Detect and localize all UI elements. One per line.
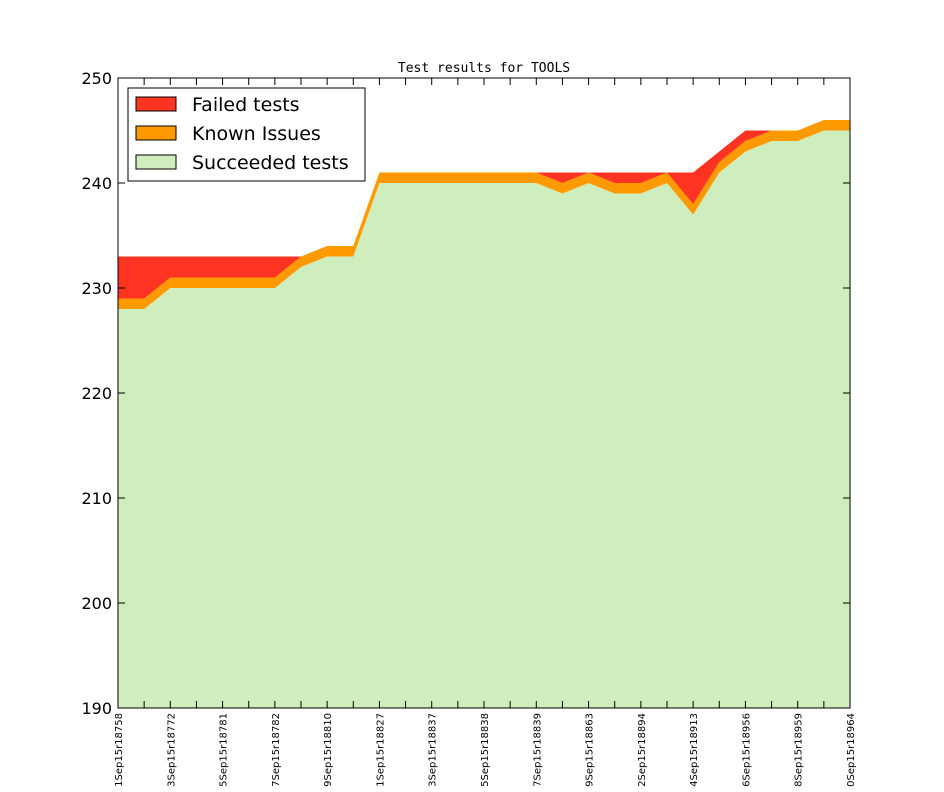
y-tick-label: 230: [81, 279, 112, 298]
x-tick-label: 9Sep15r18810: [323, 713, 334, 787]
x-tick-label: 0Sep15r18964: [846, 713, 857, 787]
x-tick-label: 2Sep15r18894: [637, 713, 648, 787]
legend-label: Failed tests: [192, 94, 300, 116]
chart-title: Test results for TOOLS: [398, 61, 570, 76]
y-tick-label: 210: [81, 489, 112, 508]
series-areas: [118, 120, 850, 708]
x-axis: 1Sep15r18758 3Sep15r18772 5Sep15r18781 7Sep…: [114, 78, 857, 787]
x-tick-label: 5Sep15r18838: [480, 713, 491, 787]
x-tick-label: 5Sep15r18781: [219, 713, 230, 787]
legend-swatch: [135, 154, 177, 170]
x-tick-label: 4Sep15r18913: [689, 713, 700, 787]
x-tick-label: 8Sep15r18959: [794, 713, 805, 787]
legend-label: Known Issues: [192, 123, 321, 145]
legend-swatch: [135, 125, 177, 141]
x-tick-label: 3Sep15r18837: [428, 713, 439, 787]
x-tick-label: 3Sep15r18772: [166, 713, 177, 787]
x-tick-label: 6Sep15r18956: [741, 713, 752, 787]
y-tick-label: 190: [81, 699, 112, 718]
y-axis: 190 200 210 220 230 240 250: [81, 69, 850, 718]
legend-label: Succeeded tests: [192, 152, 349, 174]
area-succeeded-tests: [118, 130, 850, 708]
x-tick-label: 1Sep15r18758: [114, 713, 125, 787]
legend: Failed tests Known Issues Succeeded tests: [127, 87, 366, 182]
area-known-issues: [118, 120, 850, 309]
y-tick-label: 240: [81, 174, 112, 193]
y-tick-label: 220: [81, 384, 112, 403]
x-tick-label: 9Sep15r18863: [585, 713, 596, 787]
x-tick-label: 1Sep15r18827: [375, 713, 386, 787]
legend-swatch: [135, 96, 177, 112]
x-tick-label: 7Sep15r18782: [271, 713, 282, 787]
y-tick-label: 250: [81, 69, 112, 88]
y-tick-label: 200: [81, 594, 112, 613]
x-tick-label: 7Sep15r18839: [532, 713, 543, 787]
